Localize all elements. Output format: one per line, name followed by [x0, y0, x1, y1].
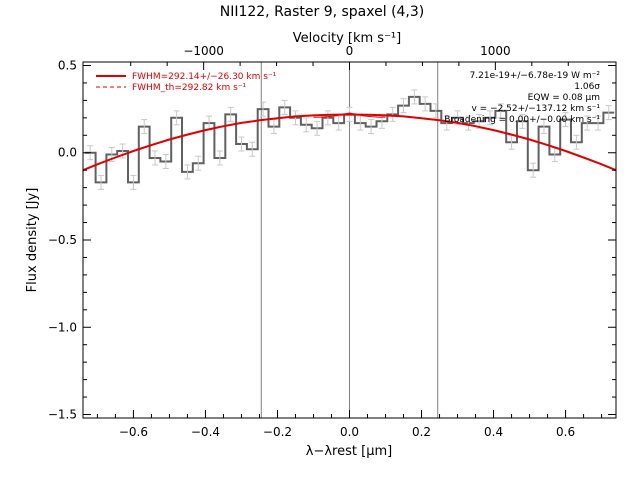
- x-tick-label: 0.6: [556, 425, 575, 439]
- legend-label-0: FWHM=292.14+/−26.30 km s⁻¹: [132, 72, 277, 82]
- fit-th-line: [313, 112, 386, 118]
- y-tick-label: −1.5: [48, 408, 77, 422]
- annotation-4: Broadening = 0.00+/−0.00 km s⁻¹: [444, 115, 600, 125]
- y-axis-label: Flux density [Jy]: [25, 188, 40, 293]
- x-tick-label: −0.2: [263, 425, 292, 439]
- x-tick-label: 0.4: [484, 425, 503, 439]
- y-tick-label: 0.0: [58, 146, 77, 160]
- chart-title: NII122, Raster 9, spaxel (4,3): [220, 4, 425, 20]
- y-tick-label: −1.0: [48, 320, 77, 334]
- y-tick-label: 0.5: [58, 58, 77, 72]
- annotation-0: 7.21e-19+/−6.78e-19 W m⁻²: [470, 71, 601, 81]
- annotation-1: 1.06σ: [574, 82, 600, 92]
- x-tick-label: 0.0: [340, 425, 359, 439]
- legend: FWHM=292.14+/−26.30 km s⁻¹FWHM_th=292.82…: [96, 72, 277, 93]
- annotation-3: v = −2.52+/−137.12 km s⁻¹: [471, 104, 600, 114]
- y-tick-label: −0.5: [48, 233, 77, 247]
- top-tick-label: 1000: [480, 44, 511, 58]
- plot-area: [82, 62, 617, 418]
- annotation-2: EQW = 0.08 µm: [528, 93, 600, 103]
- top-axis-label: Velocity [km s⁻¹]: [293, 31, 401, 46]
- x-tick-label: 0.2: [412, 425, 431, 439]
- top-tick-label: 0: [346, 44, 354, 58]
- top-tick-label: −1000: [183, 44, 224, 58]
- fit-line: [82, 113, 617, 172]
- x-tick-label: −0.6: [119, 425, 148, 439]
- x-axis-label: λ−λrest [µm]: [306, 444, 392, 459]
- x-tick-label: −0.4: [191, 425, 220, 439]
- legend-label-1: FWHM_th=292.82 km s⁻¹: [132, 83, 247, 93]
- axes: −0.6 −0.4 −0.2 0.0 0.2 0.4 0.6 −1.5 −1.0 −0.5 0.0 0…: [48, 44, 616, 439]
